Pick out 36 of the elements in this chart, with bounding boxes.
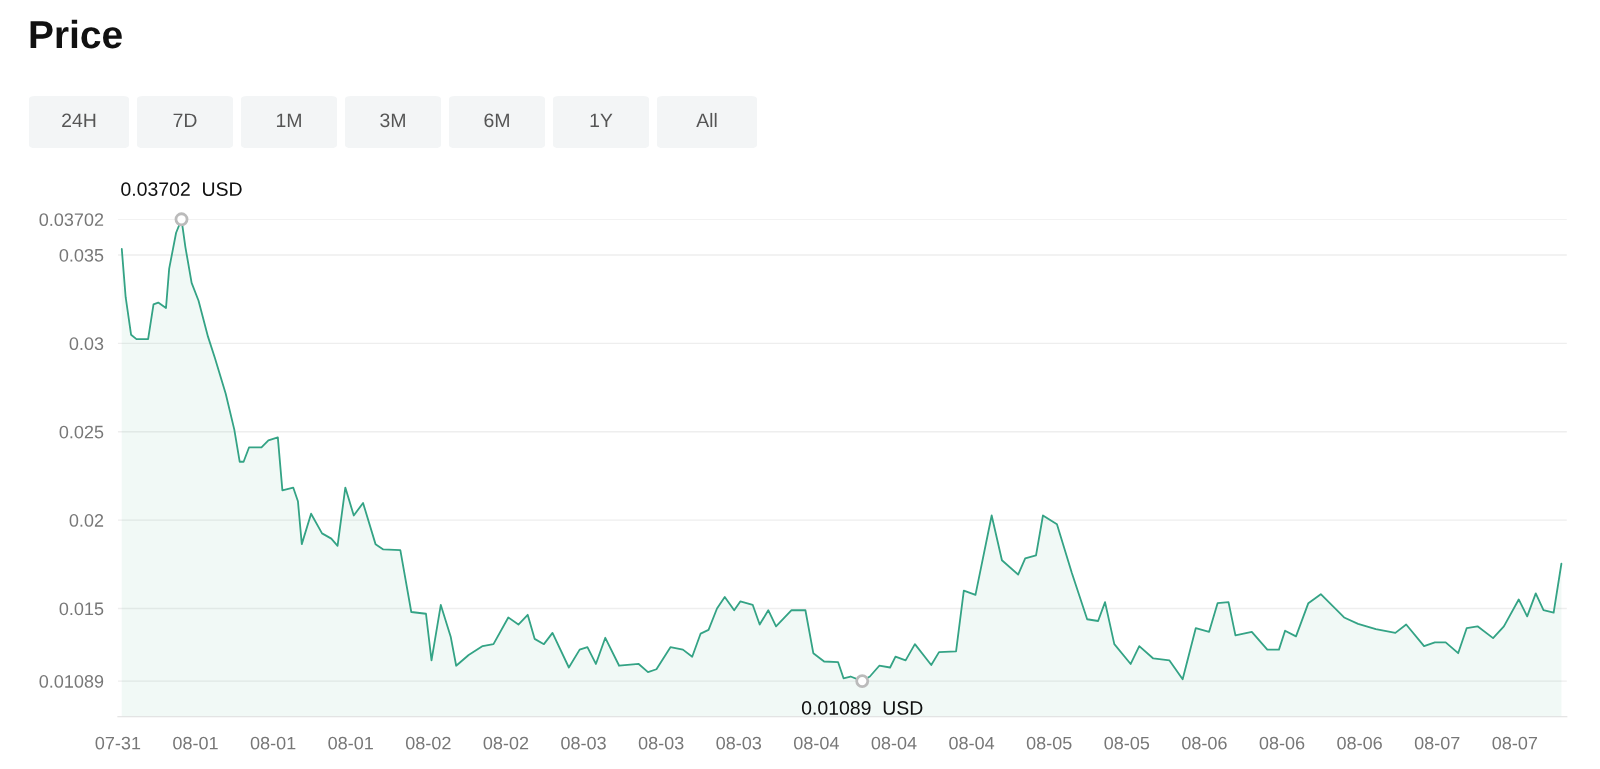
chart-title: Price [30, 19, 122, 49]
y-tick-label: 0.035 [59, 248, 104, 262]
x-tick-label: 08-06 [1259, 736, 1305, 750]
text: 1Y [590, 113, 613, 128]
x-tick-label: 08-01 [328, 736, 373, 750]
text: 6M [484, 113, 509, 128]
x-tick-label: 08-03 [638, 736, 684, 750]
annotation: 0.03702 USD [121, 182, 242, 197]
y-tick-label: 0.025 [59, 425, 104, 439]
y-tick-label: 0.03 [69, 337, 104, 351]
text: 24H [62, 113, 96, 128]
text: 3M [380, 113, 405, 128]
x-tick-label: 08-02 [405, 736, 451, 750]
x-tick-label: 08-01 [173, 736, 218, 750]
x-tick-label: 08-04 [793, 736, 839, 750]
x-tick-label: 08-04 [871, 736, 917, 750]
text: All [696, 112, 717, 128]
x-tick-label: 08-06 [1182, 736, 1227, 750]
x-tick-label: 08-05 [1026, 736, 1072, 750]
text: 1M [276, 113, 301, 128]
x-tick-label: 08-06 [1337, 736, 1382, 750]
x-tick-label: 08-07 [1414, 736, 1460, 750]
text: 7D [173, 113, 197, 128]
x-tick-label: 08-07 [1492, 736, 1538, 750]
annotation: 0.01089 USD [801, 701, 923, 715]
y-tick-label: 0.01089 [39, 675, 104, 688]
x-tick-label: 08-05 [1104, 736, 1150, 750]
x-tick-label: 08-04 [949, 736, 995, 750]
y-tick-label: 0.02 [69, 514, 104, 527]
x-tick-label: 07-31 [95, 736, 141, 750]
x-tick-label: 08-03 [561, 736, 606, 750]
x-tick-label: 08-03 [716, 736, 762, 750]
y-tick-label: 0.015 [59, 602, 104, 616]
y-tick-label: 0.03702 [39, 213, 104, 227]
x-tick-label: 08-01 [250, 736, 296, 750]
x-tick-label: 08-02 [483, 736, 529, 750]
